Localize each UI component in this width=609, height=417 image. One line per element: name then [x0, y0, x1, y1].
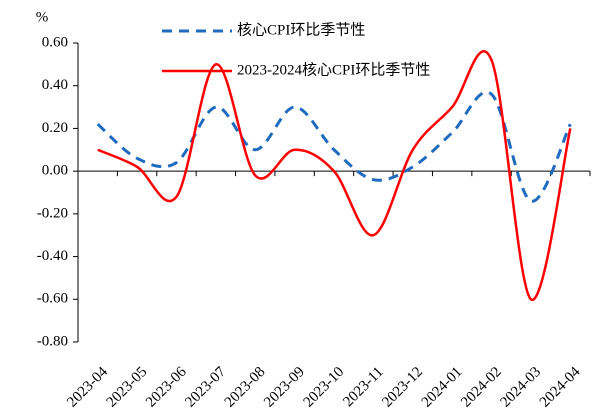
y-tick-label: -0.80 — [37, 333, 68, 349]
x-tick-label: 2023-07 — [182, 364, 229, 411]
x-tick-label: 2023-12 — [379, 364, 426, 411]
legend-label: 核心CPI环比季节性 — [237, 21, 365, 38]
x-tick-label: 2023-09 — [261, 364, 308, 411]
series-line — [96, 90, 572, 203]
x-tick-label: 2024-02 — [458, 364, 505, 411]
y-tick-label: 0.40 — [42, 77, 68, 93]
y-tick-label: -0.40 — [37, 248, 68, 264]
x-tick-label: 2024-03 — [498, 364, 545, 411]
x-tick-label: 2023-05 — [104, 364, 151, 411]
x-tick-label: 2024-04 — [537, 364, 584, 411]
x-tick-label: 2023-04 — [64, 364, 111, 411]
y-tick-label: 0.60 — [42, 34, 68, 50]
unit-label: % — [36, 9, 49, 25]
y-tick-label: 0.00 — [42, 163, 68, 179]
y-tick-label: 0.20 — [42, 120, 68, 136]
x-tick-label: 2023-11 — [340, 364, 386, 410]
x-tick-label: 2023-10 — [301, 364, 348, 411]
legend-label: 2023-2024核心CPI环比季节性 — [237, 61, 430, 78]
y-tick-label: -0.20 — [37, 205, 68, 221]
x-tick-label: 2023-08 — [222, 364, 269, 411]
x-tick-label: 2024-01 — [419, 364, 466, 411]
x-tick-label: 2023-06 — [143, 364, 190, 411]
series-line — [97, 50, 572, 301]
y-tick-label: -0.60 — [37, 291, 68, 307]
